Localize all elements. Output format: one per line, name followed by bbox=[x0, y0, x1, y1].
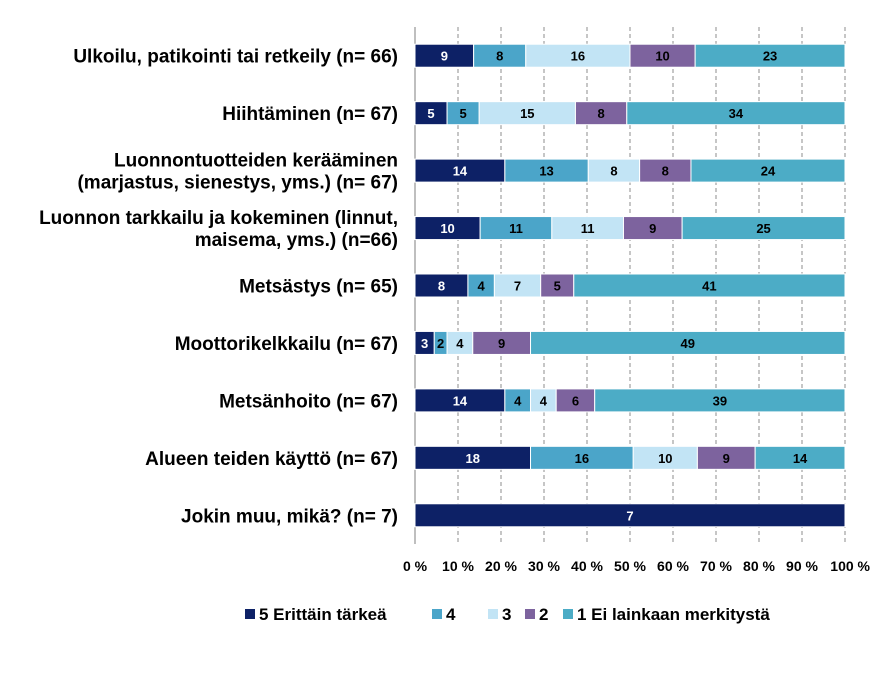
bar-value-label: 16 bbox=[575, 451, 589, 466]
bar-value-label: 24 bbox=[761, 164, 776, 179]
bar-value-label: 8 bbox=[662, 164, 669, 179]
x-tick-label: 10 % bbox=[442, 558, 474, 574]
bar-value-label: 13 bbox=[539, 164, 553, 179]
bar-value-label: 10 bbox=[655, 49, 669, 64]
bar-segment bbox=[694, 43, 846, 68]
bar-value-label: 7 bbox=[514, 279, 521, 294]
x-tick-label: 40 % bbox=[571, 558, 603, 574]
bar-value-label: 6 bbox=[572, 393, 579, 408]
bar-value-label: 9 bbox=[441, 49, 448, 64]
bar-value-label: 8 bbox=[610, 164, 617, 179]
bar-segment bbox=[690, 158, 846, 183]
category-label: Luonnon tarkkailu ja kokeminen (linnut, bbox=[39, 208, 398, 229]
legend-swatch bbox=[488, 609, 498, 619]
legend-label: 3 bbox=[502, 605, 511, 624]
bar-segment bbox=[754, 445, 846, 470]
bar-value-label: 9 bbox=[649, 221, 656, 236]
bar-value-label: 34 bbox=[729, 106, 744, 121]
bar-segment bbox=[594, 388, 846, 413]
x-tick-label: 70 % bbox=[700, 558, 732, 574]
legend-swatch bbox=[563, 609, 573, 619]
category-label: Ulkoilu, patikointi tai retkeily (n= 66) bbox=[73, 47, 398, 68]
legend-label: 4 bbox=[446, 605, 456, 624]
x-tick-label: 60 % bbox=[657, 558, 689, 574]
legend-swatch bbox=[432, 609, 442, 619]
category-label: Metsästys (n= 65) bbox=[239, 277, 398, 298]
bar-value-label: 10 bbox=[658, 451, 672, 466]
category-label: Alueen teiden käyttö (n= 67) bbox=[145, 449, 398, 470]
bar-value-label: 49 bbox=[681, 336, 695, 351]
bar-value-label: 14 bbox=[453, 393, 468, 408]
bar-value-label: 4 bbox=[540, 393, 548, 408]
bar-value-label: 9 bbox=[498, 336, 505, 351]
category-label: Jokin muu, mikä? (n= 7) bbox=[181, 506, 398, 527]
category-label: (marjastus, sienestys, yms.) (n= 67) bbox=[77, 173, 398, 194]
x-tick-label: 50 % bbox=[614, 558, 646, 574]
bar-value-label: 5 bbox=[427, 106, 434, 121]
bar-value-label: 8 bbox=[438, 279, 445, 294]
bar-value-label: 3 bbox=[421, 336, 428, 351]
bar-segment bbox=[626, 101, 846, 126]
x-tick-label: 30 % bbox=[528, 558, 560, 574]
bar-value-label: 2 bbox=[437, 336, 444, 351]
bar-value-label: 14 bbox=[793, 451, 808, 466]
bar-value-label: 5 bbox=[554, 279, 561, 294]
x-tick-label: 20 % bbox=[485, 558, 517, 574]
legend-swatch bbox=[525, 609, 535, 619]
bar-value-label: 4 bbox=[514, 393, 522, 408]
bar-value-label: 14 bbox=[453, 164, 468, 179]
bar-value-label: 39 bbox=[713, 393, 727, 408]
x-tick-label: 90 % bbox=[786, 558, 818, 574]
category-label: Moottorikelkkailu (n= 67) bbox=[175, 334, 398, 355]
bar-segment bbox=[573, 273, 846, 298]
x-tick-label: 100 % bbox=[830, 558, 870, 574]
bar-segment bbox=[414, 503, 846, 528]
bar-value-label: 15 bbox=[520, 106, 534, 121]
bar-value-label: 11 bbox=[581, 221, 595, 236]
bar-value-label: 16 bbox=[571, 49, 585, 64]
category-label: Hiihtäminen (n= 67) bbox=[222, 104, 398, 125]
bar-value-label: 23 bbox=[763, 49, 777, 64]
bar-value-label: 9 bbox=[723, 451, 730, 466]
bar-segment bbox=[681, 216, 846, 241]
legend-label: 1 Ei lainkaan merkitystä bbox=[577, 605, 770, 624]
legend-swatch bbox=[245, 609, 255, 619]
bar-value-label: 8 bbox=[496, 49, 503, 64]
bar-value-label: 10 bbox=[440, 221, 454, 236]
legend-label: 5 Erittäin tärkeä bbox=[259, 605, 387, 624]
bar-value-label: 5 bbox=[460, 106, 467, 121]
category-label: maisema, yms.) (n=66) bbox=[195, 230, 398, 251]
x-tick-label: 0 % bbox=[403, 558, 428, 574]
bar-segment bbox=[530, 330, 846, 355]
bar-value-label: 11 bbox=[509, 221, 523, 236]
bar-value-label: 8 bbox=[598, 106, 605, 121]
bar-value-label: 41 bbox=[702, 279, 716, 294]
x-tick-label: 80 % bbox=[743, 558, 775, 574]
bar-value-label: 18 bbox=[466, 451, 480, 466]
bar-value-label: 7 bbox=[626, 508, 633, 523]
bar-value-label: 4 bbox=[478, 279, 486, 294]
category-label: Luonnontuotteiden kerääminen bbox=[114, 151, 398, 172]
bar-value-label: 25 bbox=[756, 221, 770, 236]
category-label: Metsänhoito (n= 67) bbox=[219, 391, 398, 412]
legend-label: 2 bbox=[539, 605, 548, 624]
bar-value-label: 4 bbox=[456, 336, 464, 351]
